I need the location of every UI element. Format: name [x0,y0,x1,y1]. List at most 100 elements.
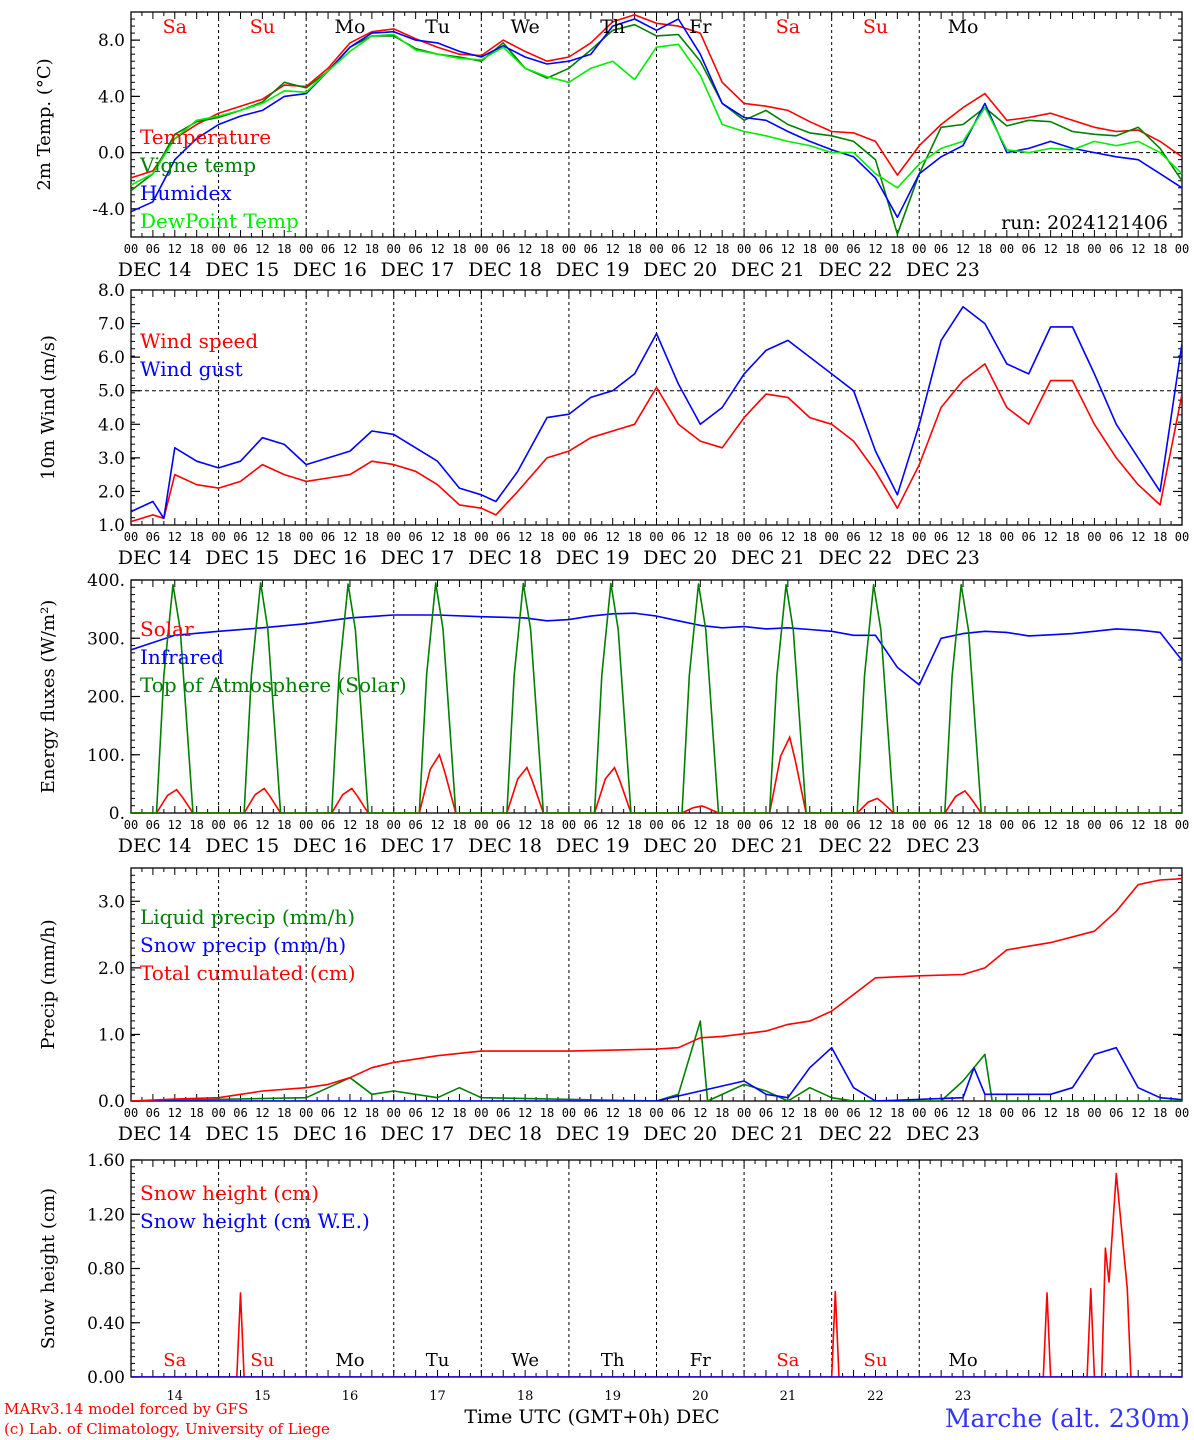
hour-tick-label: 00 [1175,818,1189,832]
hour-tick-label: 00 [124,530,138,544]
weekday-label-top: Tu [425,16,450,38]
hour-tick-label: 18 [1153,818,1167,832]
hour-tick-label: 12 [693,1106,707,1120]
hour-tick-label: 12 [343,818,357,832]
hour-tick-label: 12 [255,530,269,544]
hour-tick-label: 06 [846,1106,860,1120]
hour-tick-label: 00 [1175,530,1189,544]
date-label: DEC 23 [906,547,980,569]
hour-tick-label: 00 [299,242,313,256]
hour-tick-label: 12 [1043,242,1057,256]
date-label: DEC 22 [818,259,892,281]
y-axis-title: Precip (mm/h) [38,919,59,1049]
hour-tick-label: 00 [824,818,838,832]
legend-entry: Solar [140,617,194,641]
hour-tick-label: 12 [956,530,970,544]
hour-tick-label: 06 [408,242,422,256]
series-line-wind-speed [131,363,1182,523]
hour-tick-label: 06 [496,530,510,544]
hour-tick-label: 00 [562,530,576,544]
hour-tick-label: 18 [540,530,554,544]
station-label: Marche (alt. 230m) [945,1404,1190,1433]
run-label: run: 2024121406 [1001,212,1168,234]
credit-line-1: MARv3.14 model forced by GFS [4,1400,248,1418]
hour-tick-label: 00 [737,818,751,832]
hour-tick-label: 18 [715,530,729,544]
legend-entry: Snow precip (mm/h) [140,933,346,957]
hour-tick-label: 18 [452,1106,466,1120]
hour-tick-label: 06 [584,1106,598,1120]
hour-tick-label: 00 [474,242,488,256]
weekday-label-top: Mo [335,16,366,38]
hour-tick-label: 12 [255,242,269,256]
hour-tick-label: 18 [1153,1106,1167,1120]
series-group [131,14,1182,235]
hour-tick-label: 18 [715,242,729,256]
hour-tick-label: 06 [759,242,773,256]
hour-tick-label: 12 [518,818,532,832]
hour-tick-label: 00 [124,242,138,256]
hour-tick-label: 18 [978,818,992,832]
weekday-label-top: Sa [776,16,800,38]
date-label: DEC 22 [818,1123,892,1145]
panel-5: 0.00 0.40 0.80 1.20 1.60 Snow height (cm) Snow… [38,1151,1183,1388]
hour-tick-label: 00 [211,1106,225,1120]
hour-tick-label: 06 [584,530,598,544]
hour-tick-label: 12 [518,1106,532,1120]
hour-tick-label: 00 [824,242,838,256]
credit-line-2: (c) Lab. of Climatology, University of L… [4,1420,330,1438]
hour-tick-label: 18 [803,818,817,832]
day-number-label: 18 [517,1389,534,1404]
legend-entry: Infrared [140,645,224,669]
hour-tick-label: 18 [890,530,904,544]
hour-tick-label: 12 [343,530,357,544]
hour-tick-label: 06 [496,1106,510,1120]
hour-tick-label: 00 [912,530,926,544]
hour-tick-label: 18 [1153,530,1167,544]
series-line-dewpoint-temp [131,33,1182,189]
hour-tick-label: 12 [518,530,532,544]
hour-tick-label: 06 [408,530,422,544]
hour-tick-label: 18 [1153,242,1167,256]
date-label: DEC 14 [118,835,192,857]
legend-entry: DewPoint Temp [140,209,299,233]
hour-tick-label: 18 [890,242,904,256]
hour-tick-label: 12 [255,1106,269,1120]
hour-tick-label: 06 [321,1106,335,1120]
y-tick-label: 1.20 [87,1205,125,1225]
hour-tick-label: 00 [387,818,401,832]
weekday-label-top: Sa [163,16,187,38]
panel-1: -4.0 0.0 4.0 8.0 2m Temp. (°C) 00 06 12 18 00 06 12… [34,11,1189,281]
y-tick-label: 3.0 [98,449,125,469]
hour-tick-label: 06 [934,530,948,544]
weekday-label-bottom: Sa [163,1350,186,1371]
hour-tick-label: 18 [1065,242,1079,256]
hour-tick-label: 12 [693,818,707,832]
series-solar-line [131,734,1182,813]
hour-tick-label: 18 [1065,1106,1079,1120]
legend-entry: Snow height (cm) [140,1181,319,1205]
y-tick-label: 100. [87,746,125,766]
legend-entry: Wind speed [140,329,258,353]
y-tick-label: 2.0 [98,959,125,979]
weekday-label-bottom: Mo [948,1350,977,1371]
hour-tick-label: 18 [452,530,466,544]
hour-tick-label: 18 [890,1106,904,1120]
hour-tick-label: 06 [146,242,160,256]
y-tick-label: 1.0 [98,516,125,536]
series-group [131,877,1182,1101]
hour-tick-label: 12 [605,530,619,544]
hour-tick-label: 06 [846,530,860,544]
y-tick-label: 400. [87,571,125,591]
date-label: DEC 20 [643,835,717,857]
hour-tick-label: 00 [824,1106,838,1120]
weekday-label-bottom: Tu [426,1350,450,1371]
hour-tick-label: 06 [496,818,510,832]
hour-tick-label: 00 [387,530,401,544]
hour-tick-label: 12 [868,530,882,544]
y-tick-label: 2.0 [98,482,125,502]
date-label: DEC 14 [118,1123,192,1145]
hour-tick-label: 00 [912,818,926,832]
hour-tick-label: 18 [189,242,203,256]
